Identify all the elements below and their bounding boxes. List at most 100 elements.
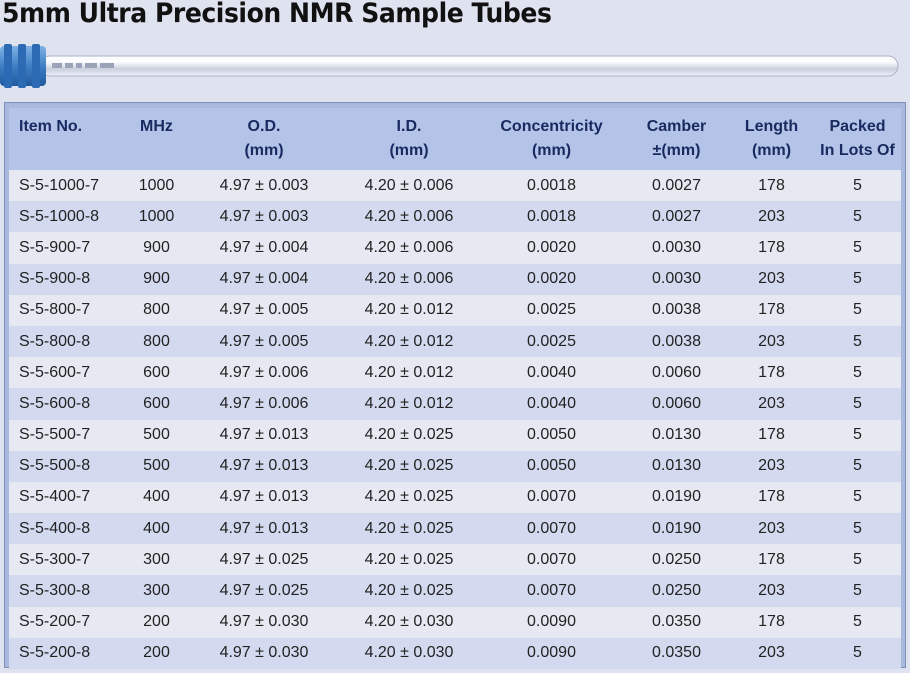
cell-od: 4.97 ± 0.013 [219, 519, 309, 537]
cell-id: 4.20 ± 0.025 [364, 457, 454, 475]
table-row: S-5-400-7 400 4.97 ± 0.013 4.20 ± 0.025 0.00… [9, 481, 901, 514]
table-row: S-5-300-7 300 4.97 ± 0.025 4.20 ± 0.025 0.00… [9, 544, 901, 576]
cell-concentricity: 0.0020 [527, 238, 576, 256]
cell-od: 4.97 ± 0.025 [219, 582, 309, 600]
cell-packed: 5 [853, 394, 862, 412]
column-header-packed: Packed In Lots Of [814, 108, 901, 170]
cell-concentricity: 0.0020 [527, 270, 576, 288]
cell-item-no: S-5-900-7 [19, 238, 91, 256]
cell-mhz: 800 [143, 301, 170, 319]
cell-camber: 0.0027 [652, 176, 701, 194]
cell-length: 178 [758, 488, 785, 506]
cell-camber: 0.0060 [652, 363, 701, 381]
cell-length: 203 [758, 332, 785, 350]
cell-mhz: 300 [143, 550, 170, 568]
column-header-unit: (mm) [751, 142, 792, 159]
cell-length: 178 [758, 613, 785, 631]
cell-packed: 5 [853, 238, 862, 256]
cell-packed: 5 [853, 270, 862, 288]
cell-mhz: 600 [143, 363, 170, 381]
cell-packed: 5 [853, 550, 862, 568]
cell-mhz: 300 [143, 582, 170, 600]
cell-packed: 5 [853, 426, 862, 444]
cell-id: 4.20 ± 0.012 [364, 301, 454, 319]
cell-camber: 0.0027 [652, 207, 701, 225]
cell-mhz: 1000 [138, 176, 175, 194]
cell-item-no: S-5-1000-8 [19, 207, 100, 225]
cell-item-no: S-5-200-8 [19, 644, 91, 662]
cell-item-no: S-5-800-8 [19, 332, 91, 350]
cell-length: 203 [758, 207, 785, 225]
cell-camber: 0.0030 [652, 238, 701, 256]
cell-camber: 0.0038 [652, 301, 701, 319]
cell-camber: 0.0038 [652, 332, 701, 350]
page-title: 5mm Ultra Precision NMR Sample Tubes [2, 0, 552, 29]
cell-item-no: S-5-1000-7 [19, 176, 100, 194]
cell-packed: 5 [853, 176, 862, 194]
cell-mhz: 800 [143, 332, 170, 350]
cell-concentricity: 0.0090 [527, 644, 576, 662]
cell-id: 4.20 ± 0.025 [364, 519, 454, 537]
cell-od: 4.97 ± 0.013 [219, 426, 309, 444]
cell-item-no: S-5-300-8 [19, 582, 91, 600]
cell-mhz: 900 [143, 238, 170, 256]
cell-od: 4.97 ± 0.005 [219, 332, 309, 350]
cell-od: 4.97 ± 0.004 [219, 270, 309, 288]
column-header-mhz: MHz [124, 108, 189, 170]
cell-length: 203 [758, 582, 785, 600]
cell-length: 178 [758, 176, 785, 194]
cell-packed: 5 [853, 582, 862, 600]
cell-item-no: S-5-500-7 [19, 426, 91, 444]
cell-concentricity: 0.0040 [527, 363, 576, 381]
cell-od: 4.97 ± 0.006 [219, 394, 309, 412]
cell-concentricity: 0.0025 [527, 332, 576, 350]
cell-item-no: S-5-600-7 [19, 363, 91, 381]
cell-camber: 0.0190 [652, 488, 701, 506]
cell-packed: 5 [853, 332, 862, 350]
column-header-unit: (mm) [389, 142, 429, 159]
column-header-label: MHz [140, 118, 173, 135]
cell-od: 4.97 ± 0.003 [219, 176, 309, 194]
cell-camber: 0.0350 [652, 644, 701, 662]
cell-length: 203 [758, 519, 785, 537]
column-header-label: Packed [829, 118, 886, 135]
cell-packed: 5 [853, 363, 862, 381]
cell-packed: 5 [853, 301, 862, 319]
cell-length: 178 [758, 301, 785, 319]
table-row: S-5-600-7 600 4.97 ± 0.006 4.20 ± 0.012 0.00… [9, 357, 901, 389]
cell-od: 4.97 ± 0.004 [219, 238, 309, 256]
table-row: S-5-500-7 500 4.97 ± 0.013 4.20 ± 0.025 0.00… [9, 419, 901, 451]
cell-camber: 0.0130 [652, 457, 701, 475]
cell-id: 4.20 ± 0.025 [364, 426, 454, 444]
column-header-unit: In Lots Of [820, 142, 895, 159]
cell-id: 4.20 ± 0.006 [364, 176, 454, 194]
cell-packed: 5 [853, 488, 862, 506]
cell-mhz: 500 [143, 426, 170, 444]
table-header-row: Item No. MHz O.D. (mm) I.D. (mm) Concentricity… [9, 108, 901, 170]
column-header-label: O.D. [247, 118, 281, 135]
table-row: S-5-1000-8 1000 4.97 ± 0.003 4.20 ± 0.006 0.… [9, 201, 901, 233]
column-header-label: Length [744, 118, 799, 135]
cell-length: 203 [758, 457, 785, 475]
cell-camber: 0.0060 [652, 394, 701, 412]
cell-packed: 5 [853, 519, 862, 537]
table-row: S-5-400-8 400 4.97 ± 0.013 4.20 ± 0.025 0.00… [9, 513, 901, 545]
cell-od: 4.97 ± 0.030 [219, 613, 309, 631]
table-row: S-5-1000-7 1000 4.97 ± 0.003 4.20 ± 0.006 0.… [9, 170, 901, 202]
column-header-label: Item No. [19, 118, 83, 135]
column-header-id: I.D. (mm) [339, 108, 479, 170]
cell-mhz: 600 [143, 394, 170, 412]
cell-id: 4.20 ± 0.012 [364, 394, 454, 412]
cell-id: 4.20 ± 0.025 [364, 550, 454, 568]
cell-item-no: S-5-400-8 [19, 519, 91, 537]
table-row: S-5-600-8 600 4.97 ± 0.006 4.20 ± 0.012 0.00… [9, 388, 901, 420]
column-header-item-no: Item No. [9, 108, 124, 170]
cell-mhz: 400 [143, 519, 170, 537]
cell-item-no: S-5-800-7 [19, 301, 91, 319]
cell-mhz: 1000 [138, 207, 175, 225]
cell-concentricity: 0.0018 [527, 207, 576, 225]
cell-mhz: 200 [143, 613, 170, 631]
table-row: S-5-300-8 300 4.97 ± 0.025 4.20 ± 0.025 0.00… [9, 575, 901, 607]
cell-mhz: 900 [143, 270, 170, 288]
cell-od: 4.97 ± 0.005 [219, 301, 309, 319]
